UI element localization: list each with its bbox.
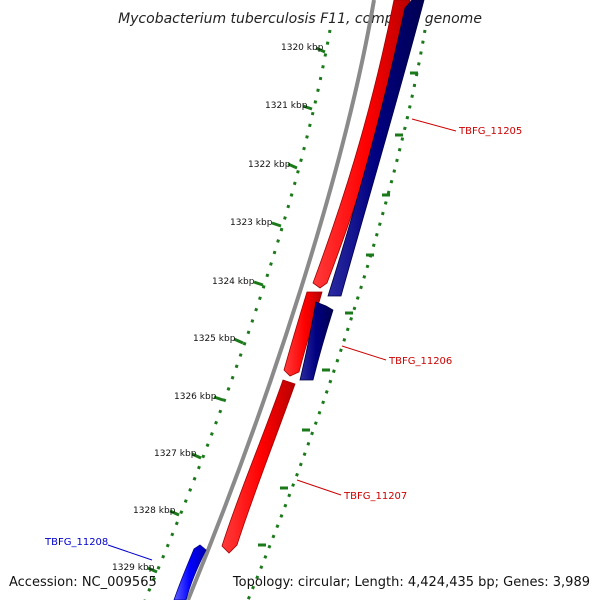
tick-label: 1329 kbp (112, 563, 155, 573)
gene-feature-navy-b[interactable] (299, 301, 334, 381)
forward-strand (221, 0, 411, 554)
inner-tick-ring (143, 29, 332, 600)
outer-tick-ring (246, 29, 427, 600)
genome-summary-text: Topology: circular; Length: 4,424,435 bp… (232, 575, 590, 590)
tick-label: 1321 kbp (265, 101, 308, 111)
tick-label: 1324 kbp (212, 277, 255, 287)
accession-text: Accession: NC_009565 (9, 575, 157, 590)
tick-labels: 1320 kbp 1321 kbp 1322 kbp 1323 kbp 1324… (112, 43, 324, 573)
tick-label: 1327 kbp (154, 449, 197, 459)
genome-backbone (186, 0, 376, 600)
tick-label: 1323 kbp (230, 218, 273, 228)
tick-label: 1326 kbp (174, 392, 217, 402)
tick-label: 1325 kbp (193, 334, 236, 344)
map-title: Mycobacterium tuberculosis F11, complete… (118, 11, 482, 27)
tick-label: 1322 kbp (248, 160, 291, 170)
gene-leader-lines (107, 118, 457, 561)
gene-label-tbfg-11207[interactable]: TBFG_11207 (343, 491, 407, 502)
gene-labels: TBFG_11205 TBFG_11206 TBFG_11207 TBFG_11… (44, 126, 522, 548)
tick-label: 1320 kbp (281, 43, 324, 53)
gene-label-tbfg-11206[interactable]: TBFG_11206 (388, 356, 452, 367)
gene-label-tbfg-11205[interactable]: TBFG_11205 (458, 126, 522, 137)
gene-feature-tbfg-11207[interactable] (221, 379, 296, 554)
outer-major-ticks (258, 71, 418, 547)
inner-major-ticks (147, 46, 326, 574)
gene-feature-navy-a[interactable] (327, 0, 425, 297)
tick-label: 1328 kbp (133, 506, 176, 516)
gene-label-tbfg-11208[interactable]: TBFG_11208 (44, 537, 108, 548)
